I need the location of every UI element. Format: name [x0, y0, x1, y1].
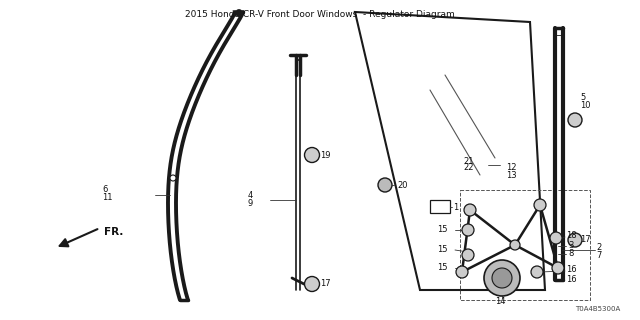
Circle shape: [552, 262, 564, 274]
Circle shape: [534, 199, 546, 211]
Circle shape: [568, 233, 582, 247]
Text: 14: 14: [495, 298, 505, 307]
Text: 8: 8: [568, 249, 573, 258]
Text: FR.: FR.: [104, 227, 124, 237]
Circle shape: [170, 175, 176, 181]
Circle shape: [550, 232, 562, 244]
Text: 17: 17: [320, 279, 331, 289]
Circle shape: [305, 276, 319, 292]
Circle shape: [510, 240, 520, 250]
Circle shape: [484, 260, 520, 296]
Text: 4: 4: [248, 191, 253, 201]
Circle shape: [531, 266, 543, 278]
Circle shape: [464, 204, 476, 216]
Text: 13: 13: [506, 171, 516, 180]
Text: 22: 22: [463, 164, 474, 172]
Text: 9: 9: [248, 199, 253, 209]
Text: 2: 2: [596, 244, 601, 252]
Circle shape: [378, 178, 392, 192]
Text: 12: 12: [506, 164, 516, 172]
Circle shape: [462, 249, 474, 261]
Circle shape: [492, 268, 512, 288]
Text: 15: 15: [437, 263, 447, 273]
Text: T0A4B5300A: T0A4B5300A: [575, 306, 620, 312]
Text: 1: 1: [453, 203, 458, 212]
Circle shape: [236, 10, 243, 17]
Text: 15: 15: [437, 245, 447, 254]
Text: 2015 Honda CR-V Front Door Windows  - Regulator Diagram: 2015 Honda CR-V Front Door Windows - Reg…: [185, 10, 455, 19]
Text: 15: 15: [437, 226, 447, 235]
Bar: [460, 190, 590, 300]
Circle shape: [568, 113, 582, 127]
Text: 6: 6: [102, 186, 108, 195]
Text: 11: 11: [102, 194, 113, 203]
Text: 19: 19: [320, 150, 330, 159]
Bar: [430, 200, 450, 213]
Text: 10: 10: [580, 101, 591, 110]
Text: 16: 16: [566, 266, 577, 275]
Text: 16: 16: [566, 276, 577, 284]
Text: 17: 17: [580, 236, 591, 244]
Text: 21: 21: [463, 156, 474, 165]
Text: 18: 18: [566, 230, 577, 239]
Circle shape: [305, 148, 319, 163]
Text: 3: 3: [568, 241, 573, 250]
Text: 5: 5: [580, 93, 585, 102]
Circle shape: [462, 224, 474, 236]
Circle shape: [456, 266, 468, 278]
Text: 7: 7: [596, 252, 602, 260]
Text: 20: 20: [397, 180, 408, 189]
